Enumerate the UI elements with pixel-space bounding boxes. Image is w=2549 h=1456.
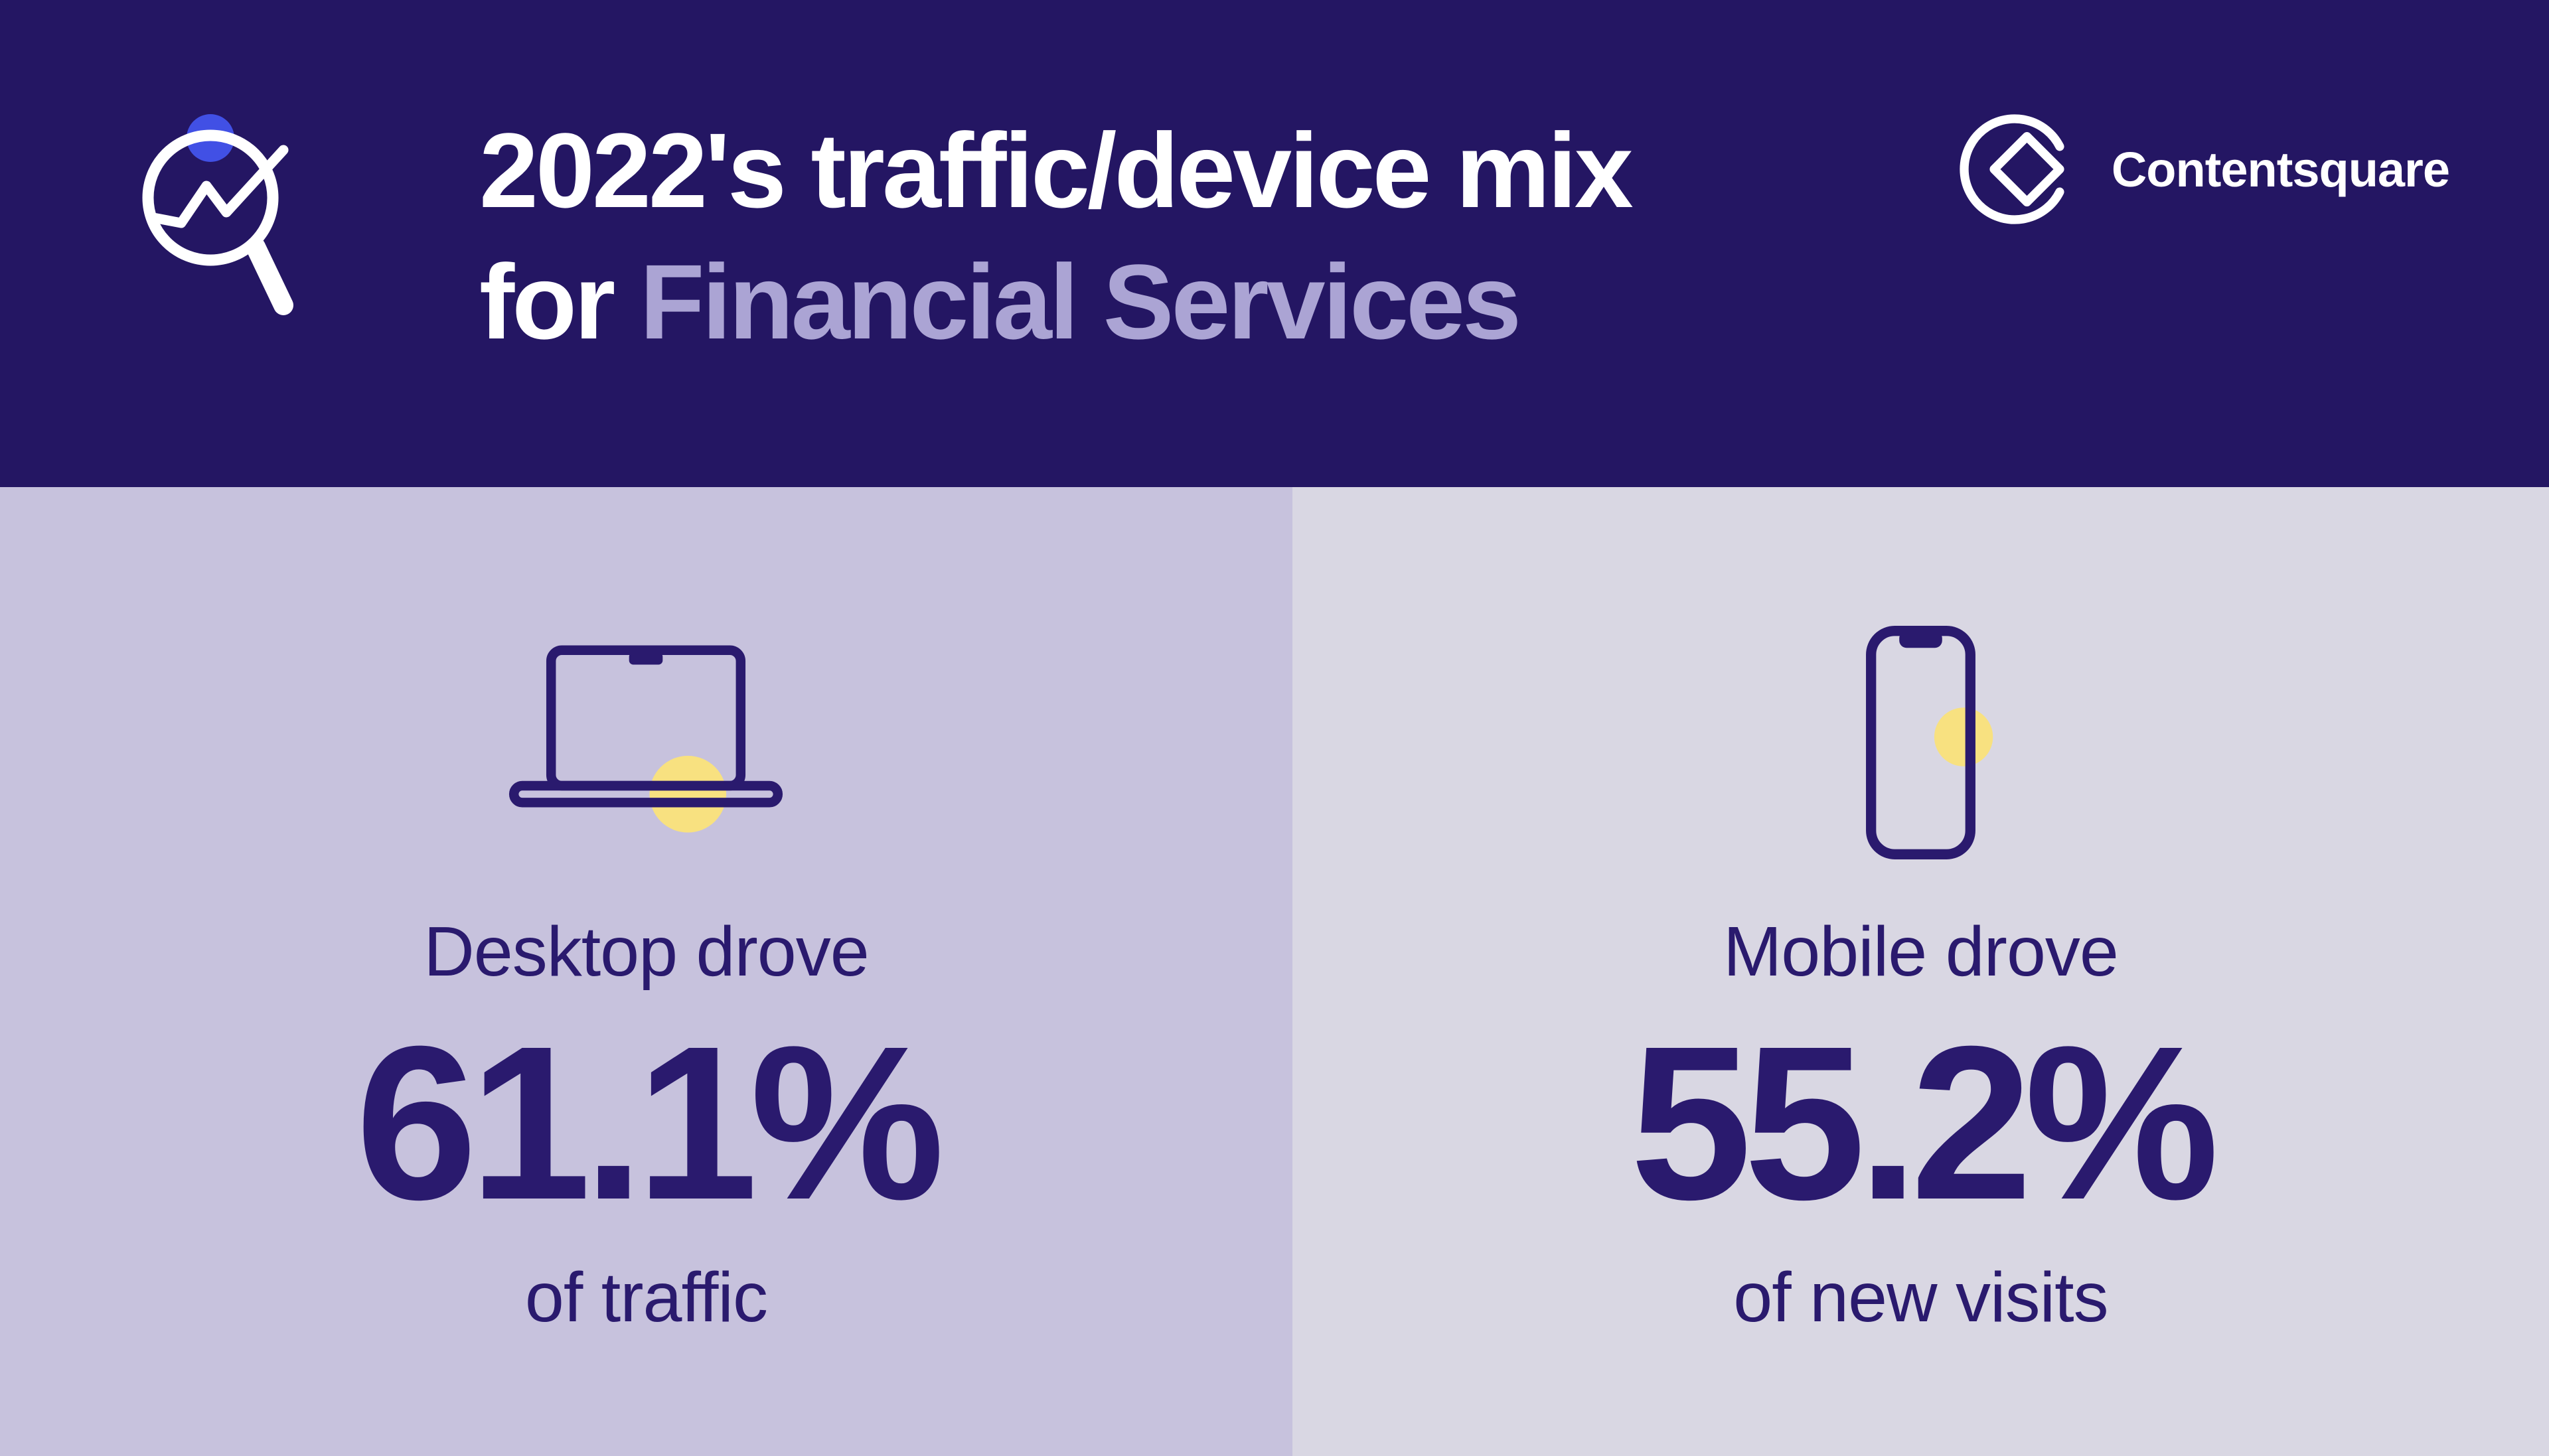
page-title: 2022's traffic/device mix for Financial …: [479, 105, 1634, 368]
brand: Contentsquare: [1958, 106, 2450, 232]
brand-name: Contentsquare: [2111, 141, 2450, 197]
magnifier-chart-icon: [110, 86, 422, 372]
header: 2022's traffic/device mix for Financial …: [0, 0, 2549, 487]
title-line-1: 2022's traffic/device mix: [479, 111, 1634, 230]
mobile-panel: Mobile drove 55.2% of new visits: [1292, 487, 2549, 1456]
mobile-value: 55.2%: [1630, 1000, 2220, 1245]
contentsquare-logo-icon: [1958, 106, 2084, 232]
title-line-2: for Financial Services: [479, 236, 1631, 368]
title-line-2-prefix: for: [479, 242, 615, 362]
desktop-caption: of traffic: [524, 1258, 768, 1337]
title-line-2-highlight: Financial Services: [639, 242, 1521, 362]
laptop-icon: [490, 597, 802, 875]
desktop-panel: Desktop drove 61.1% of traffic: [0, 487, 1292, 1456]
smartphone-icon: [1836, 597, 2005, 875]
stat-panels: Desktop drove 61.1% of traffic Mobile dr…: [0, 487, 2549, 1456]
desktop-value: 61.1%: [355, 1000, 945, 1245]
mobile-label: Mobile drove: [1723, 912, 2119, 991]
desktop-label: Desktop drove: [424, 912, 869, 991]
mobile-caption: of new visits: [1733, 1258, 2108, 1337]
